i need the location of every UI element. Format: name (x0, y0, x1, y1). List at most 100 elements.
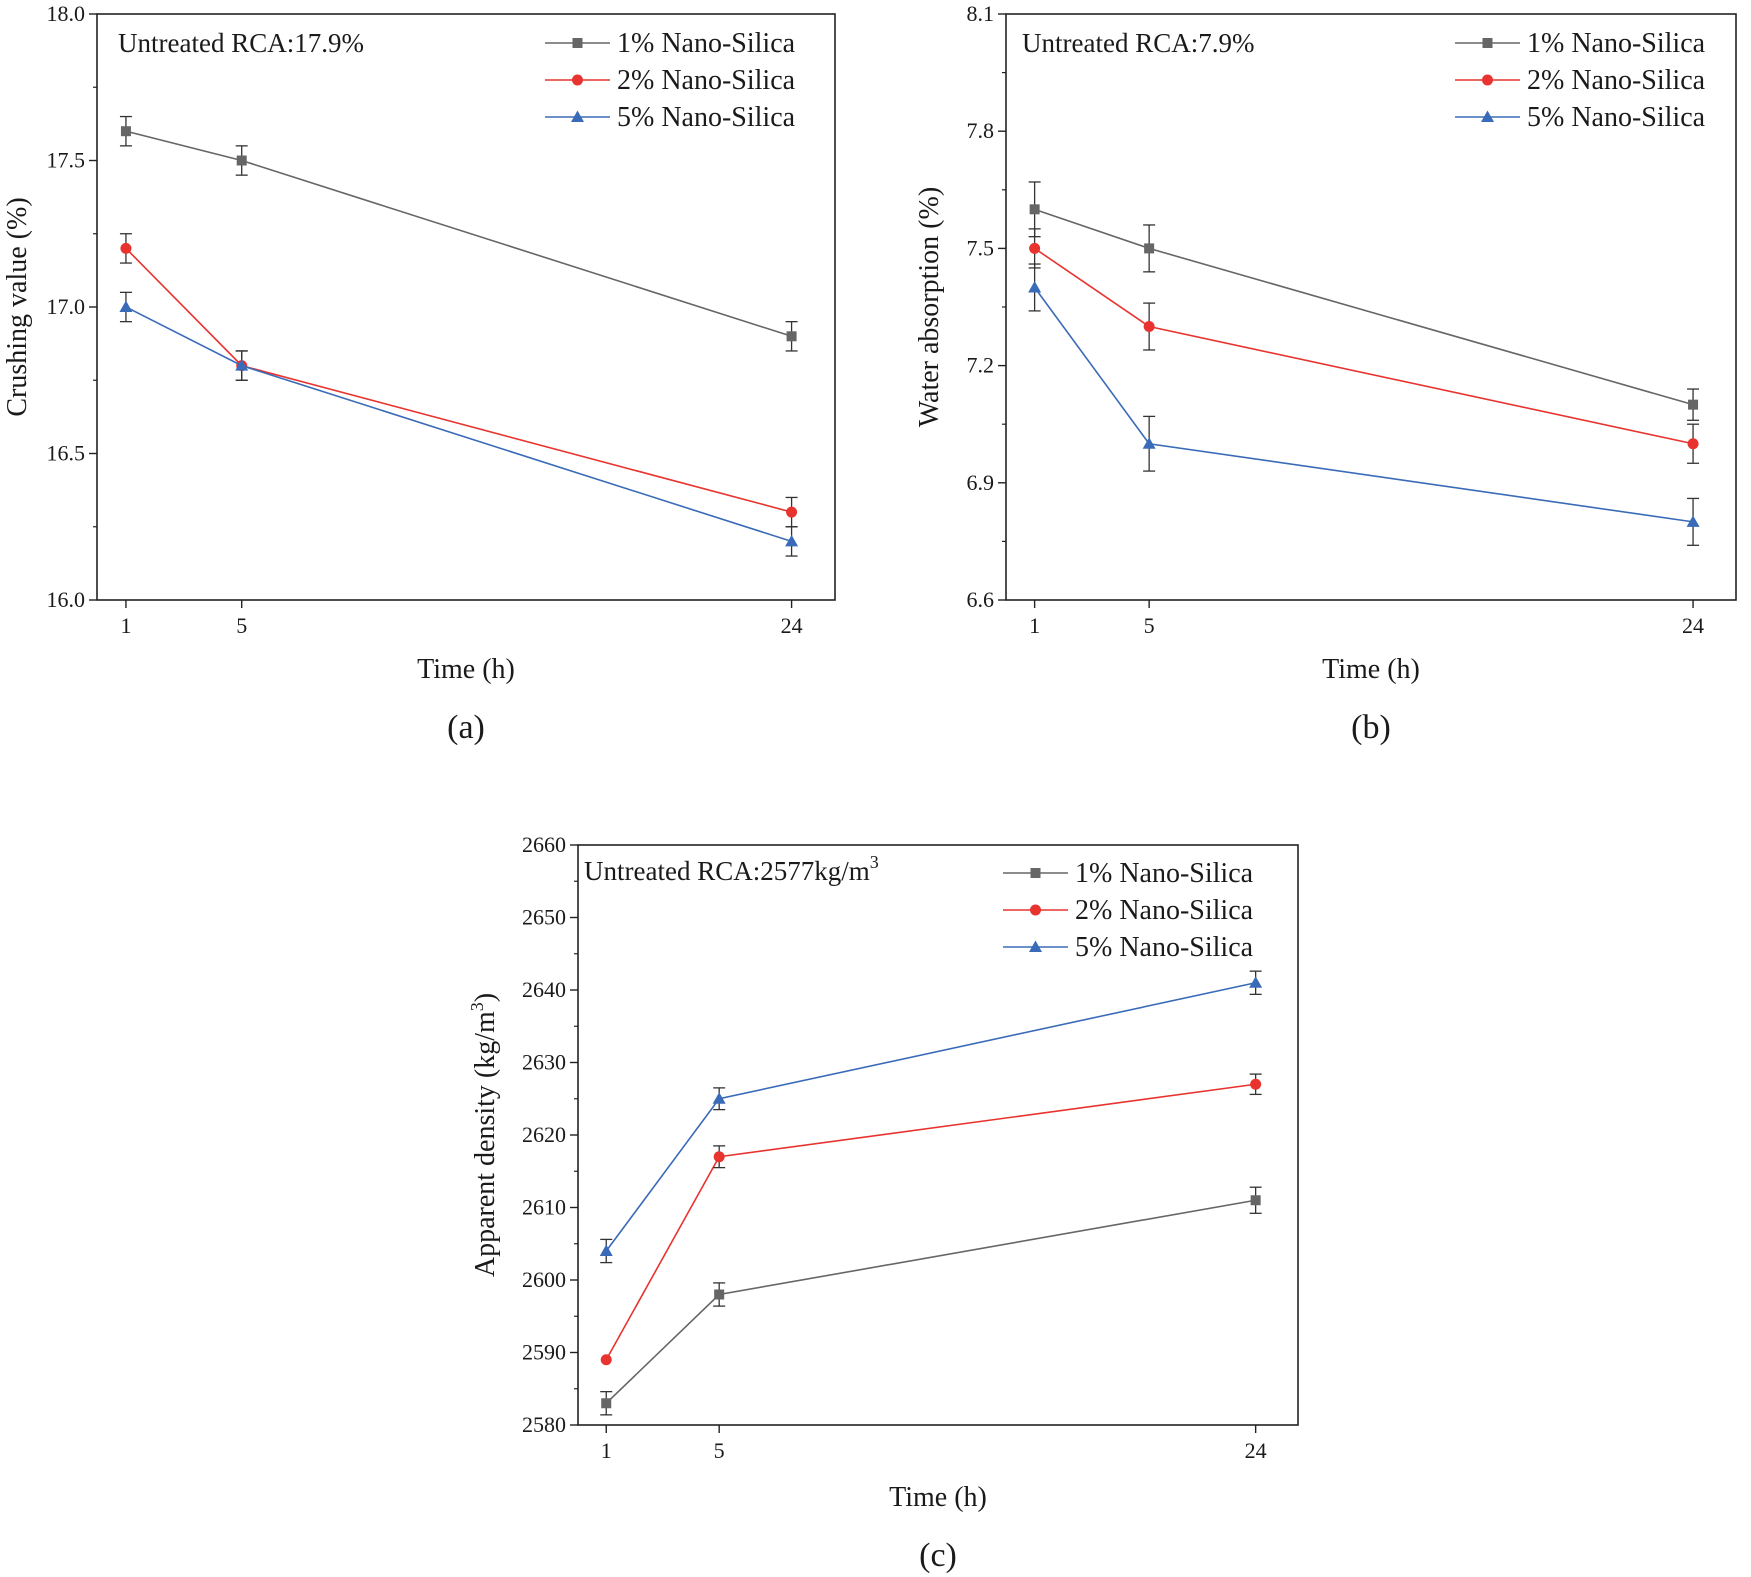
x-tick-label: 1 (1029, 613, 1040, 638)
chart-panel-b: 6.6 6.9 7.2 7.5 7.8 8.1 1 5 24 Time (h) Water abso… (914, 1, 1737, 746)
y-axis-title-text: Apparent density (kg/m (470, 1011, 501, 1277)
x-axis-title: Time (h) (1322, 654, 1420, 685)
data-point (1029, 242, 1041, 254)
data-point (714, 1289, 725, 1300)
data-point (120, 242, 132, 254)
y-axis-title: Apparent density (kg/m3) (467, 993, 501, 1277)
legend-entry: 5% Nano-Silica (1003, 932, 1254, 963)
legend-marker (1030, 904, 1041, 916)
y-tick-label: 2630 (522, 1050, 566, 1075)
data-point (786, 506, 798, 518)
annotation-main: Untreated RCA:2577kg/m (584, 856, 870, 886)
data-point (235, 359, 249, 371)
series-1 (1028, 181, 1700, 421)
legend-entry: 5% Nano-Silica (545, 102, 796, 133)
x-tick-label: 5 (236, 613, 247, 638)
y-tick-label: 6.9 (967, 470, 995, 495)
y-tick-label: 8.1 (967, 1, 995, 26)
data-point (601, 1398, 612, 1409)
x-tick-label: 1 (120, 613, 131, 638)
legend-entry: 2% Nano-Silica (545, 65, 796, 96)
data-point (1029, 204, 1040, 215)
y-tick-label: 2640 (522, 977, 566, 1002)
panel-label: (b) (1351, 709, 1391, 746)
data-point (1249, 976, 1263, 988)
chart-panel-c: 2580 2590 2600 2610 2620 2630 2640 2650 2660 1 5 24… (467, 832, 1299, 1574)
data-point (786, 331, 797, 342)
legend-entry: 2% Nano-Silica (1003, 895, 1254, 926)
panel-label: (a) (447, 709, 485, 746)
chart-panel-a: 16.0 16.5 17.0 17.5 18.0 1 5 24 Time (h) Crushing… (2, 1, 836, 746)
legend-entry: 5% Nano-Silica (1455, 102, 1706, 133)
legend-label: 1% Nano-Silica (617, 28, 796, 59)
series-2 (1028, 228, 1700, 464)
y-axis-title-superscript: 3 (467, 1002, 487, 1011)
x-axis-title: Time (h) (417, 654, 515, 685)
y-tick-label: 7.8 (967, 118, 995, 143)
series-line (1034, 208, 1694, 406)
legend-entry: 1% Nano-Silica (1003, 858, 1254, 889)
data-point (599, 1244, 613, 1256)
series-line (1033, 286, 1694, 523)
y-tick-label: 2600 (522, 1267, 566, 1292)
data-point (600, 1354, 612, 1366)
data-point (1687, 438, 1699, 450)
annotation-main: Untreated RCA:7.9% (1022, 28, 1254, 58)
legend-marker (1029, 940, 1042, 952)
y-tick-label: 2650 (522, 905, 566, 930)
y-tick-label: 2660 (522, 832, 566, 857)
legend-marker (1481, 110, 1494, 122)
legend-label: 1% Nano-Silica (1075, 858, 1254, 889)
series-3 (1028, 263, 1700, 546)
legend-entry: 1% Nano-Silica (545, 28, 796, 59)
annotation-main: Untreated RCA:17.9% (118, 28, 364, 58)
annotation-text: Untreated RCA:2577kg/m3 (584, 852, 879, 886)
series-line (1034, 247, 1694, 445)
series-3 (119, 291, 799, 557)
data-point (1686, 515, 1700, 527)
annotation-text: Untreated RCA:17.9% (118, 28, 364, 58)
y-axis-title-text: Crushing value (%) (2, 197, 33, 416)
y-tick-label: 2620 (522, 1122, 566, 1147)
legend-entry: 2% Nano-Silica (1455, 65, 1706, 96)
data-point (120, 126, 131, 137)
series-line (125, 130, 792, 338)
y-axis-title: Water absorption (%) (914, 187, 945, 427)
y-tick-label: 16.5 (47, 441, 86, 466)
data-point (1142, 437, 1156, 449)
series-1 (119, 115, 798, 352)
legend-marker (1030, 868, 1041, 878)
data-point (712, 1092, 726, 1104)
data-point (713, 1151, 725, 1163)
series-line (125, 247, 792, 513)
data-point (1028, 280, 1042, 293)
y-tick-label: 7.2 (967, 353, 995, 378)
legend-label: 2% Nano-Silica (617, 65, 796, 96)
legend-marker (1482, 74, 1493, 86)
legend-marker (1482, 38, 1493, 48)
y-tick-label: 17.0 (47, 294, 86, 319)
legend-label: 2% Nano-Silica (1527, 65, 1706, 96)
legend-marker (571, 110, 584, 122)
y-tick-label: 2590 (522, 1340, 566, 1365)
y-tick-label: 2610 (522, 1195, 566, 1220)
legend-marker (572, 74, 583, 86)
x-tick-label: 24 (1245, 1438, 1267, 1463)
legend-label: 5% Nano-Silica (1075, 932, 1254, 963)
series-3 (599, 970, 1263, 1264)
series-2 (119, 233, 798, 528)
y-tick-label: 2580 (522, 1412, 566, 1437)
y-tick-label: 17.5 (47, 148, 86, 173)
data-point (1250, 1078, 1262, 1090)
x-axis-title: Time (h) (889, 1482, 987, 1513)
legend-marker (572, 38, 583, 48)
x-tick-label: 1 (601, 1438, 612, 1463)
y-tick-label: 16.0 (47, 587, 86, 612)
legend-label: 2% Nano-Silica (1075, 895, 1254, 926)
data-point (119, 300, 133, 312)
x-tick-label: 24 (781, 613, 803, 638)
x-tick-label: 5 (1144, 613, 1155, 638)
y-tick-label: 7.5 (967, 235, 995, 260)
annotation-text: Untreated RCA:7.9% (1022, 28, 1254, 58)
y-axis-title-text: Water absorption (%) (914, 187, 945, 427)
